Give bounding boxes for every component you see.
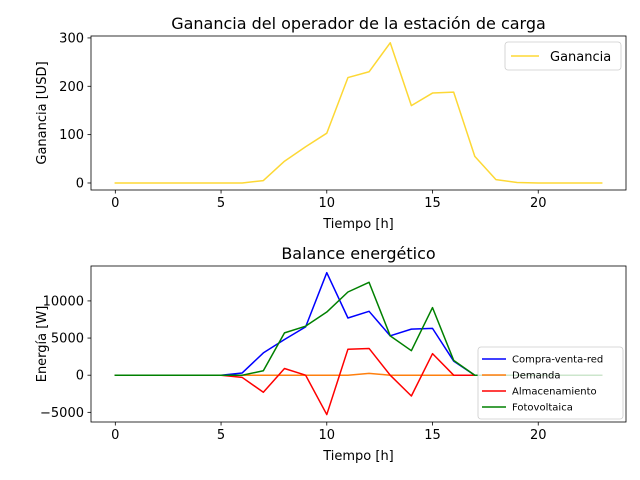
- x-tick-label: 20: [530, 196, 547, 211]
- legend-box: [477, 346, 624, 420]
- x-tick-label: 15: [424, 196, 441, 211]
- legend-label-1: Demanda: [512, 371, 561, 382]
- axes-frame: [90, 35, 627, 191]
- chart-title: Ganancia del operador de la estación de …: [171, 14, 546, 33]
- y-tick-label: 200: [59, 80, 84, 95]
- legend-box: [504, 41, 622, 71]
- y-axis-label: Ganancia [USD]: [35, 61, 50, 164]
- x-axis-label: Tiempo [h]: [322, 449, 394, 464]
- chart-balance-energetico: 0 5 10 15 20 −5000 0 5000 10000 Balance energétic…: [35, 244, 627, 464]
- chart-title: Balance energético: [281, 244, 435, 263]
- y-tick-label: 0: [76, 369, 84, 384]
- y-axis-label: Energía [W]: [35, 306, 50, 383]
- x-tick-label: 10: [319, 196, 336, 211]
- y-tick-label: 5000: [51, 332, 84, 347]
- y-tick-label: 0: [76, 176, 84, 191]
- legend-label-0: Ganancia: [550, 50, 611, 65]
- y-tick-label: 10000: [43, 294, 84, 309]
- series-line-0: [114, 42, 603, 184]
- legend: Ganancia: [504, 41, 622, 71]
- x-axis-label: Tiempo [h]: [322, 217, 394, 232]
- x-tick-label: 5: [217, 428, 225, 443]
- x-tick-label: 0: [111, 428, 119, 443]
- x-tick-label: 0: [111, 196, 119, 211]
- x-tick-label: 5: [217, 196, 225, 211]
- x-tick-label: 15: [424, 428, 441, 443]
- y-tick-label: 300: [59, 31, 84, 46]
- y-tick-label: 100: [59, 128, 84, 143]
- x-tick-label: 10: [319, 428, 336, 443]
- y-tick-label: −5000: [40, 406, 84, 421]
- legend: Compra-venta-red Demanda Almacenamiento Fot…: [477, 346, 624, 420]
- legend-label-0: Compra-venta-red: [512, 355, 603, 366]
- x-tick-label: 20: [530, 428, 547, 443]
- legend-label-3: Fotovoltaica: [512, 403, 573, 414]
- legend-label-2: Almacenamiento: [512, 387, 597, 398]
- axes-frame: [90, 265, 627, 423]
